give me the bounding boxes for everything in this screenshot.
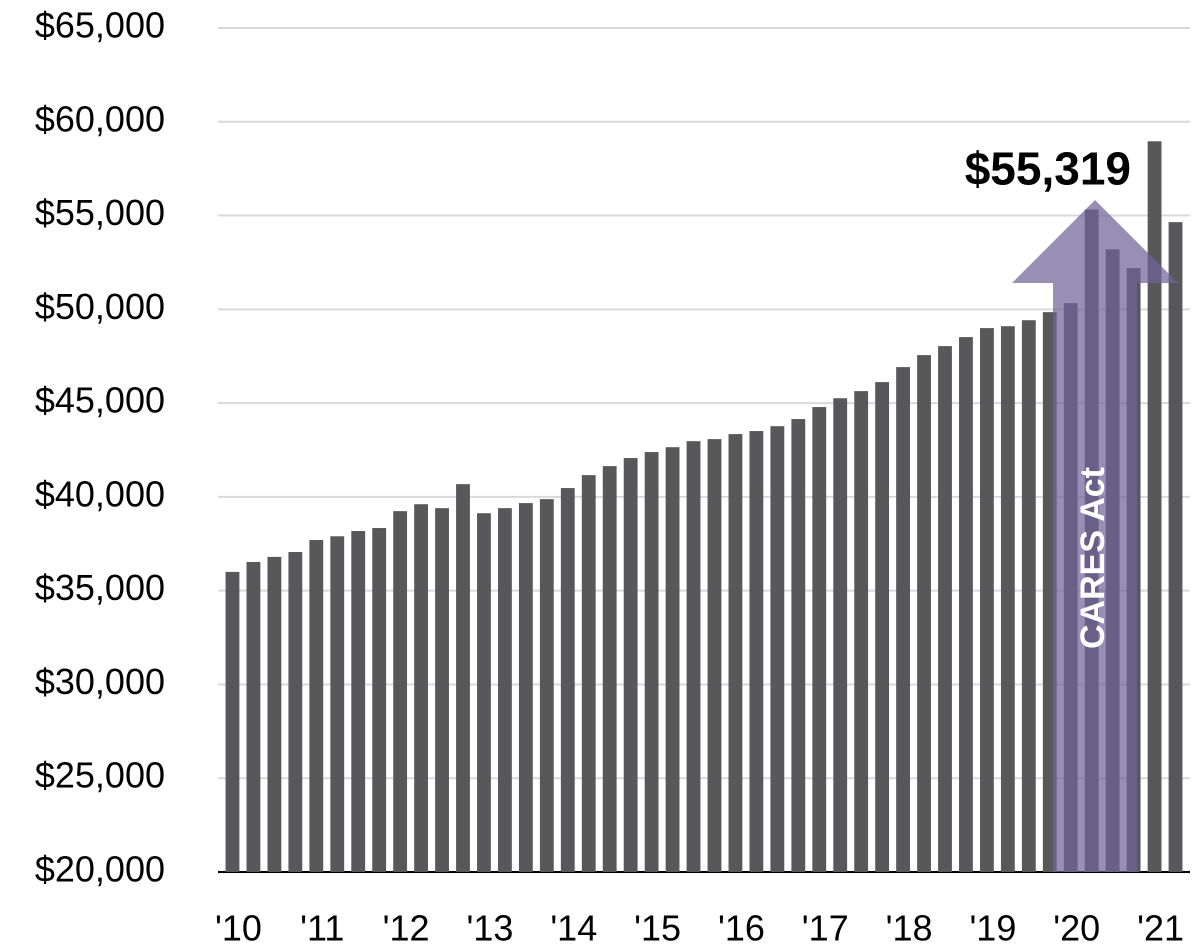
x-tick-label: '11 bbox=[300, 908, 344, 949]
value-label: $55,319 bbox=[965, 143, 1131, 195]
bar bbox=[330, 536, 345, 872]
bar bbox=[518, 503, 533, 872]
y-tick-label: $30,000 bbox=[35, 661, 165, 702]
bar bbox=[414, 504, 429, 872]
bar bbox=[560, 488, 575, 872]
x-tick-label: '21 bbox=[1137, 908, 1184, 949]
bar bbox=[707, 439, 722, 872]
bars bbox=[225, 141, 1183, 873]
bar bbox=[267, 556, 282, 872]
bar bbox=[791, 419, 806, 872]
y-tick-label: $40,000 bbox=[35, 473, 165, 514]
bar bbox=[896, 367, 911, 872]
x-tick-label: '15 bbox=[634, 908, 681, 949]
x-tick-label: '14 bbox=[550, 908, 597, 949]
labels: $20,000 $25,000 $30,000 $35,000 $40,000 $45,0… bbox=[35, 5, 1184, 949]
x-tick-label: '10 bbox=[215, 908, 262, 949]
y-tick-label: $20,000 bbox=[35, 849, 165, 890]
bar bbox=[1021, 320, 1036, 872]
bar bbox=[435, 508, 449, 872]
bar bbox=[917, 355, 931, 872]
bar bbox=[477, 513, 491, 872]
bar bbox=[854, 391, 869, 872]
y-tick-label: $55,000 bbox=[35, 192, 165, 233]
annotation: CARES Act bbox=[1074, 467, 1112, 649]
x-tick-label: '18 bbox=[886, 908, 933, 949]
y-tick-label: $45,000 bbox=[35, 380, 165, 421]
bar bbox=[833, 398, 848, 872]
y-tick-label: $25,000 bbox=[35, 755, 165, 796]
bar bbox=[288, 552, 303, 872]
bar bbox=[875, 382, 890, 872]
bar bbox=[623, 458, 638, 872]
x-tick-label: '20 bbox=[1053, 908, 1100, 949]
bar bbox=[602, 466, 617, 872]
bar bbox=[770, 426, 785, 872]
x-tick-label: '12 bbox=[383, 908, 430, 949]
bar bbox=[812, 407, 827, 872]
bar bbox=[644, 452, 659, 872]
bar bbox=[938, 346, 952, 872]
bar bbox=[539, 499, 554, 872]
bar bbox=[372, 528, 387, 872]
bar bbox=[225, 571, 240, 872]
bar bbox=[979, 328, 994, 873]
cares-arrow bbox=[1012, 200, 1178, 872]
bar bbox=[686, 441, 701, 872]
x-tick-label: '13 bbox=[466, 908, 513, 949]
x-tick-label: '19 bbox=[969, 908, 1016, 949]
bar bbox=[497, 508, 512, 872]
bar bbox=[393, 511, 408, 872]
bar bbox=[1147, 141, 1162, 872]
bar bbox=[246, 561, 261, 872]
bar bbox=[1000, 326, 1015, 872]
bar bbox=[959, 337, 973, 872]
y-tick-label: $60,000 bbox=[35, 98, 165, 139]
bar bbox=[749, 431, 764, 872]
bar bbox=[728, 434, 743, 872]
x-tick-label: '17 bbox=[802, 908, 849, 949]
bar bbox=[1168, 222, 1183, 872]
y-tick-label: $35,000 bbox=[35, 567, 165, 608]
x-tick-label: '16 bbox=[718, 908, 765, 949]
bar bbox=[581, 475, 596, 872]
bar bbox=[351, 531, 366, 872]
y-tick-label: $65,000 bbox=[35, 5, 165, 46]
y-tick-label: $50,000 bbox=[35, 286, 165, 327]
bar bbox=[309, 540, 324, 872]
bar bbox=[665, 447, 680, 872]
bar bbox=[456, 484, 470, 872]
